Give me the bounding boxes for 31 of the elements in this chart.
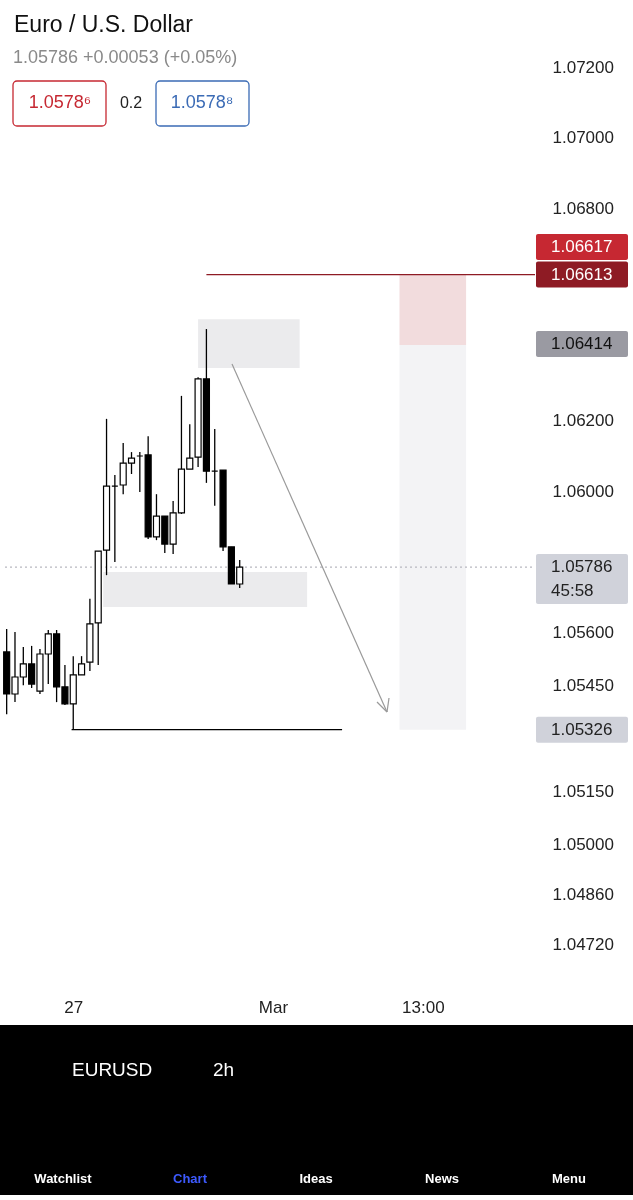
text: 1.06414 xyxy=(551,334,613,353)
annotation: 0.2 xyxy=(119,94,143,111)
ref-line-label: 1.06613 xyxy=(551,264,613,284)
y-tick-label: 1.05600 xyxy=(552,623,614,643)
text: 2h xyxy=(213,1059,235,1080)
chart-title: Euro / U.S. Dollar xyxy=(14,11,194,37)
x-tick-label: Mar xyxy=(258,997,289,1017)
y-tick-label: 1.05450 xyxy=(552,676,614,696)
y-tick-label: 1.07200 xyxy=(552,57,614,77)
text: Chart xyxy=(173,1171,208,1186)
annotation: 1.0578⁶ xyxy=(28,92,92,112)
ref-line-label: 1.05326 xyxy=(551,719,613,739)
text: 1.06617 xyxy=(551,237,613,256)
annotation: 1.0578⁸ xyxy=(170,92,234,112)
y-tick-label: 1.06800 xyxy=(552,198,614,218)
x-tick-label: 13:00 xyxy=(402,997,445,1017)
y-tick-label: 1.05000 xyxy=(552,835,614,855)
y-tick-label: 1.04860 xyxy=(552,884,614,904)
x-tick-label: 27 xyxy=(64,997,84,1017)
y-tick-label: 1.05150 xyxy=(552,782,614,802)
text: EURUSD xyxy=(72,1059,153,1080)
y-tick-label: 1.06200 xyxy=(552,411,614,431)
y-tick-label: 1.06000 xyxy=(552,481,614,501)
y-tick-label: 1.07000 xyxy=(552,128,614,148)
text: Menu xyxy=(552,1171,587,1186)
chart-subtitle: 1.05786 +0.00053 (+0.05%) xyxy=(13,47,238,67)
y-tick-label: 1.04720 xyxy=(552,934,614,954)
text: News xyxy=(425,1171,459,1186)
text: Watchlist xyxy=(34,1171,93,1186)
ref-line-label: 1.05786 45:58 xyxy=(551,557,613,601)
text: Ideas xyxy=(299,1171,333,1186)
